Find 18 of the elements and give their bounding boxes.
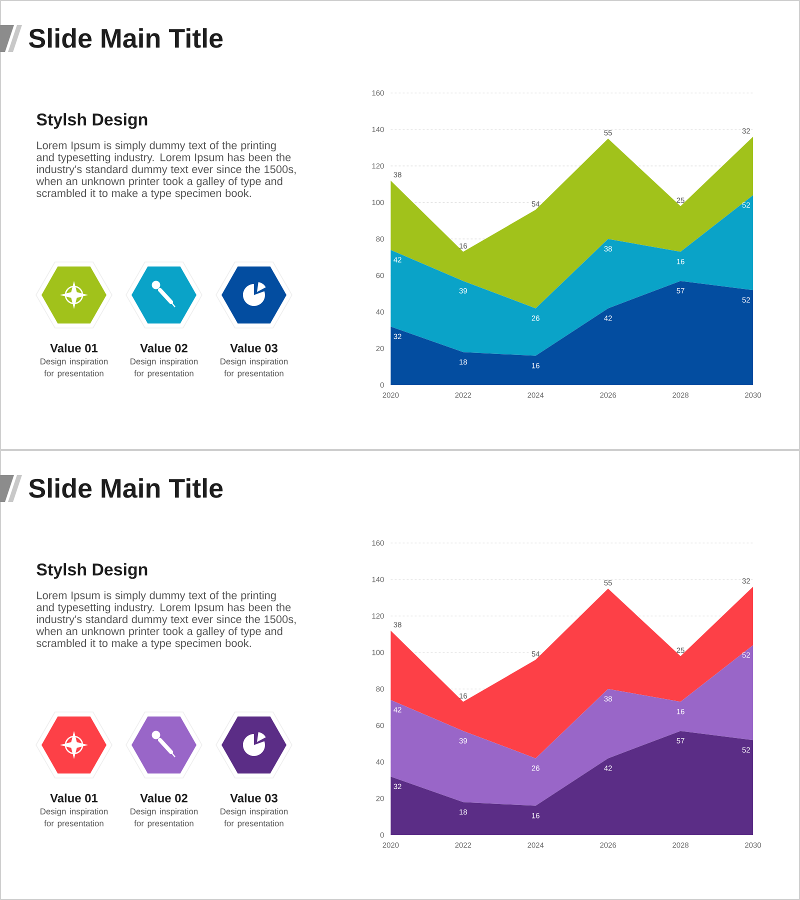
text: Value 02 [140, 344, 188, 352]
text: Stylsh Design [36, 113, 148, 129]
text: Lorem Ipsum is simply dummy text of the printing and typesetting industry. Lorem Ipsum has been the industry's standard dummy text ever since the 1500s, when an unknown printer took a galley of type and scrambled it to make a type specimen book. [36, 591, 296, 650]
text: Value 03 [230, 794, 278, 802]
text: Design inspiration for presentation [40, 808, 108, 828]
text: Slide Main Title [28, 478, 223, 498]
text: Design inspiration for presentation [40, 358, 108, 378]
text: Value 03 [230, 344, 278, 352]
text: Stylsh Design [36, 563, 148, 579]
text: Slide Main Title [28, 28, 223, 48]
text: Design inspiration for presentation [130, 358, 198, 378]
text: Lorem Ipsum is simply dummy text of the printing and typesetting industry. Lorem Ipsum has been the industry's standard dummy text ever since the 1500s, when an unknown printer took a galley of type and scrambled it to make a type specimen book. [36, 141, 296, 200]
text: Design inspiration for presentation [130, 808, 198, 828]
text: Design inspiration for presentation [220, 808, 288, 828]
text: Value 01 [50, 794, 98, 802]
text: Value 01 [50, 344, 98, 352]
text: Design inspiration for presentation [220, 358, 288, 378]
text: Value 02 [140, 794, 188, 802]
